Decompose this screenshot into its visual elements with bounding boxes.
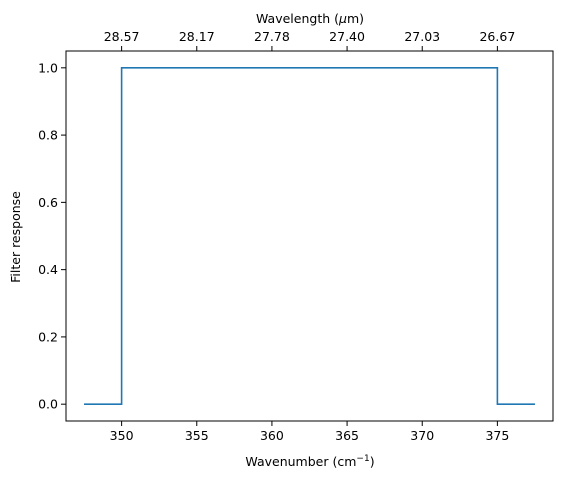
y-tick-label: 0.6 <box>38 195 58 210</box>
top-x-tick-label: 27.03 <box>404 29 440 44</box>
x-tick-label: 350 <box>110 428 134 443</box>
top-axis-label: Wavelength (μm) <box>256 11 364 26</box>
top-x-tick-label: 26.67 <box>479 29 515 44</box>
x-tick-label: 375 <box>485 428 509 443</box>
x-tick-label: 365 <box>335 428 359 443</box>
plot-frame <box>65 50 554 422</box>
bottom-x-axis: 350 355 360 365 370 375 <box>110 421 509 443</box>
series-line-0 <box>84 67 535 405</box>
y-tick-label: 0.8 <box>38 128 58 143</box>
y-tick-label: 0.2 <box>38 329 58 344</box>
x-tick-label: 360 <box>260 428 284 443</box>
x-tick-label: 355 <box>185 428 209 443</box>
x-tick-label: 370 <box>410 428 434 443</box>
y-tick-label: 0.4 <box>38 262 58 277</box>
top-x-tick-label: 27.40 <box>329 29 365 44</box>
top-x-tick-label: 28.17 <box>179 29 215 44</box>
left-y-axis: 0.0 0.2 0.4 0.6 0.8 1.0 <box>38 60 66 412</box>
top-x-axis: 28.57 28.17 27.78 27.40 27.03 26.67 <box>104 29 515 51</box>
plot-area <box>65 50 554 422</box>
y-tick-label: 0.0 <box>38 397 58 412</box>
y-tick-label: 1.0 <box>38 60 58 75</box>
top-x-tick-label: 28.57 <box>104 29 140 44</box>
top-x-tick-label: 27.78 <box>254 29 290 44</box>
x-axis-label: Wavenumber (cm−1) <box>245 454 374 469</box>
x-axis-label-superscript: −1 <box>356 454 369 464</box>
series-layer <box>84 67 535 405</box>
y-axis-label: Filter response <box>8 191 23 283</box>
